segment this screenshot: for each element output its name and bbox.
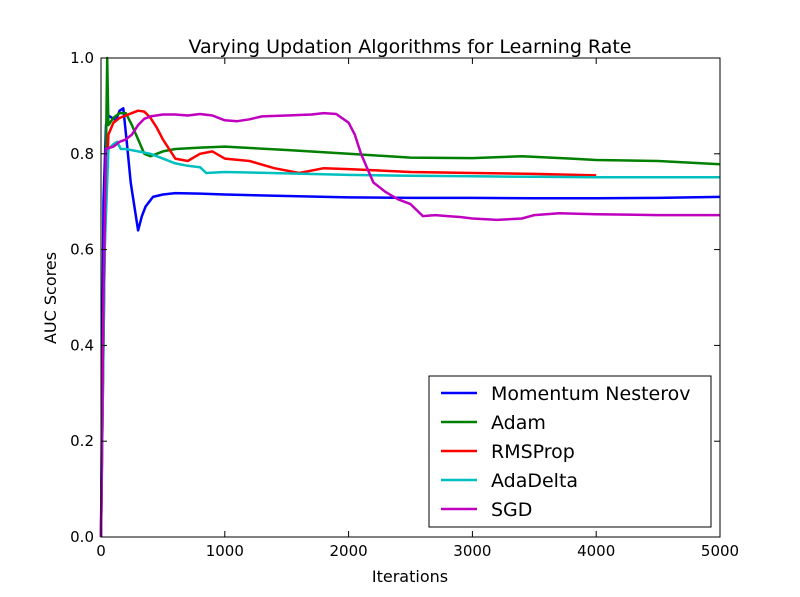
x-tick-label: 2000 [330, 542, 368, 560]
x-tick-label: 4000 [577, 542, 615, 560]
axis-ticks: 0 1000 2000 3000 4000 5000 0.0 0.2 0.4 0.6 0.8 1.0 [70, 49, 739, 560]
series-line-4 [99, 111, 720, 538]
legend-label-4: SGD [491, 499, 532, 521]
legend-label-1: Adam [491, 412, 546, 434]
x-tick-label: 1000 [206, 542, 244, 560]
series-line-1 [99, 56, 721, 538]
legend-label-3: AdaDelta [491, 470, 578, 492]
legend: Momentum Nesterov Adam RMSProp AdaDelta SGD [428, 375, 712, 528]
legend-label-2: RMSProp [491, 441, 575, 463]
series-line-3 [99, 140, 720, 538]
y-tick-label: 0.0 [70, 528, 94, 546]
y-tick-label: 0.4 [70, 336, 94, 354]
y-tick-label: 0.8 [70, 145, 94, 163]
y-tick-label: 1.0 [70, 49, 94, 67]
series-layer [99, 56, 721, 538]
y-tick-label: 0.2 [70, 432, 94, 450]
y-axis-label: AUC Scores [41, 252, 60, 344]
legend-label-0: Momentum Nesterov [491, 383, 691, 405]
y-tick-label: 0.6 [70, 241, 94, 259]
series-line-2 [99, 109, 597, 538]
x-axis-label: Iterations [372, 567, 448, 586]
chart-title: Varying Updation Algorithms for Learning… [189, 36, 632, 58]
plot-frame [100, 57, 721, 538]
x-tick-label: 5000 [701, 542, 739, 560]
x-tick-label: 3000 [453, 542, 491, 560]
x-tick-label: 0 [96, 542, 106, 560]
